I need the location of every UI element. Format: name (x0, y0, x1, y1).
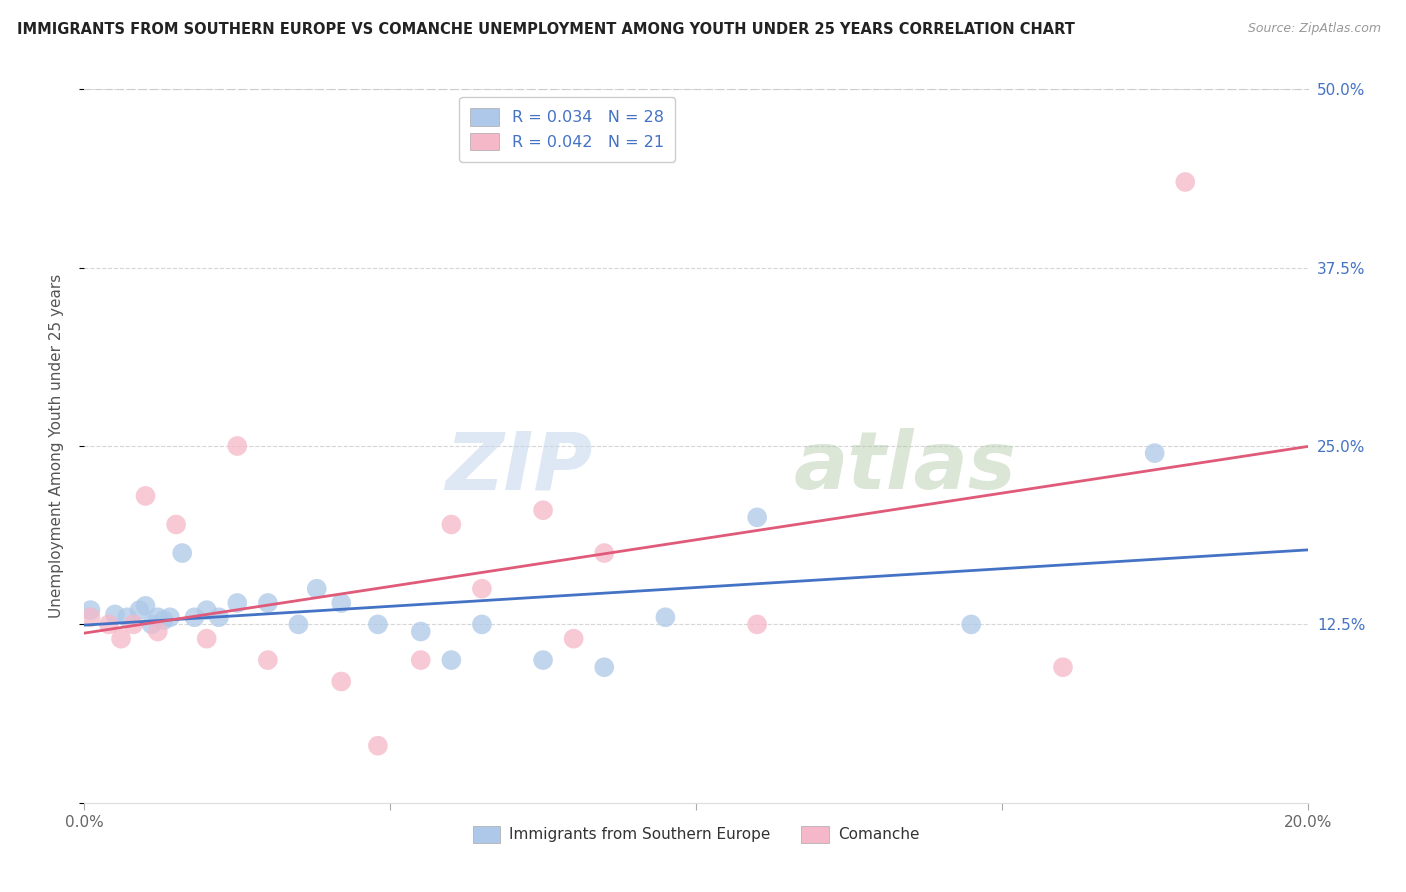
Point (79, 610, 101, 624)
Point (747, 617, 769, 632)
Point (409, 624, 432, 639)
Point (747, 510, 769, 524)
Point (226, 596, 249, 610)
Point (593, 660, 616, 674)
Point (165, 517, 187, 532)
Point (287, 617, 309, 632)
Point (440, 517, 463, 532)
Point (208, 610, 231, 624)
Point (593, 546, 616, 560)
Point (562, 632, 585, 646)
Point (367, 739, 389, 753)
Point (1052, 660, 1074, 674)
Point (195, 603, 218, 617)
Point (172, 546, 194, 560)
Point (330, 674, 353, 689)
Text: IMMIGRANTS FROM SOUTHERN EUROPE VS COMANCHE UNEMPLOYMENT AMONG YOUTH UNDER 25 YE: IMMIGRANTS FROM SOUTHERN EUROPE VS COMAN… (17, 22, 1074, 37)
Point (960, 617, 983, 632)
Point (471, 582, 494, 596)
Point (146, 610, 169, 624)
Point (110, 632, 132, 646)
Point (141, 617, 163, 632)
Point (104, 607, 127, 622)
Point (128, 603, 150, 617)
Point (654, 610, 676, 624)
Point (135, 489, 157, 503)
Point (122, 617, 145, 632)
Point (367, 617, 389, 632)
Text: ZIP: ZIP (444, 428, 592, 507)
Point (195, 632, 218, 646)
Point (257, 653, 280, 667)
Point (330, 596, 353, 610)
Point (115, 610, 138, 624)
Point (146, 624, 169, 639)
Point (153, 613, 176, 627)
Point (531, 503, 554, 517)
Point (305, 582, 328, 596)
Point (440, 653, 463, 667)
Point (1174, 175, 1197, 189)
Y-axis label: Unemployment Among Youth under 25 years: Unemployment Among Youth under 25 years (49, 274, 63, 618)
Point (471, 617, 494, 632)
Legend: Immigrants from Southern Europe, Comanche: Immigrants from Southern Europe, Comanch… (467, 820, 925, 848)
Point (1143, 446, 1166, 460)
Point (257, 596, 280, 610)
Point (531, 653, 554, 667)
Point (79, 603, 101, 617)
Point (159, 610, 181, 624)
Point (97, 617, 120, 632)
Text: atlas: atlas (794, 428, 1017, 507)
Point (226, 439, 249, 453)
Point (409, 653, 432, 667)
Point (183, 610, 205, 624)
Point (135, 599, 157, 613)
Text: Source: ZipAtlas.com: Source: ZipAtlas.com (1247, 22, 1381, 36)
